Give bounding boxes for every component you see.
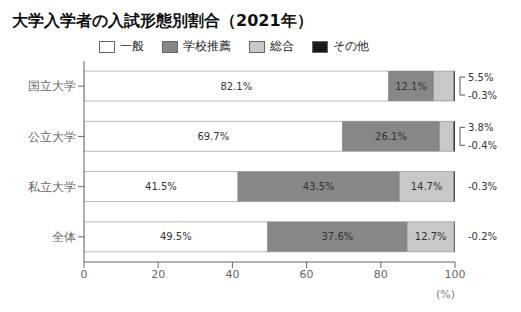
html-text:その他: その他 <box>332 39 369 53</box>
svg-text:41.5%: 41.5% <box>145 181 177 192</box>
svg-text:-0.3%: -0.3% <box>468 90 497 101</box>
svg-text:60: 60 <box>300 268 314 281</box>
svg-text:37.6%: 37.6% <box>322 231 354 242</box>
svg-text:14.7%: 14.7% <box>411 181 443 192</box>
html-text:学校推薦: 学校推薦 <box>182 39 231 53</box>
svg-text:私立大学: 私立大学 <box>28 180 76 194</box>
svg-text:-0.4%: -0.4% <box>468 140 497 151</box>
svg-text:-0.2%: -0.2% <box>468 231 497 242</box>
svg-text:0: 0 <box>81 268 88 281</box>
svg-text:全体: 全体 <box>52 230 76 244</box>
svg-text:国立大学: 国立大学 <box>28 79 76 93</box>
svg-text:-0.3%: -0.3% <box>468 181 497 192</box>
svg-text:82.1%: 82.1% <box>220 81 252 92</box>
svg-text:43.5%: 43.5% <box>303 181 335 192</box>
html-text:大学入学者の入試形態別割合（2021年）: 大学入学者の入試形態別割合（2021年） <box>12 11 313 30</box>
svg-text:公立大学: 公立大学 <box>28 130 76 144</box>
svg-text:12.1%: 12.1% <box>395 81 427 92</box>
html-text:一般: 一般 <box>119 39 144 53</box>
svg-text:26.1%: 26.1% <box>375 131 407 142</box>
svg-text:49.5%: 49.5% <box>160 231 192 242</box>
html-text:総合: 総合 <box>269 39 294 53</box>
svg-text:80: 80 <box>374 268 388 281</box>
svg-text:12.7%: 12.7% <box>415 231 447 242</box>
svg-text:69.7%: 69.7% <box>197 131 229 142</box>
svg-text:(%): (%) <box>436 288 455 301</box>
svg-text:3.8%: 3.8% <box>468 122 493 133</box>
svg-text:100: 100 <box>445 268 466 281</box>
svg-text:20: 20 <box>151 268 165 281</box>
svg-text:5.5%: 5.5% <box>468 72 493 83</box>
svg-text:40: 40 <box>225 268 239 281</box>
